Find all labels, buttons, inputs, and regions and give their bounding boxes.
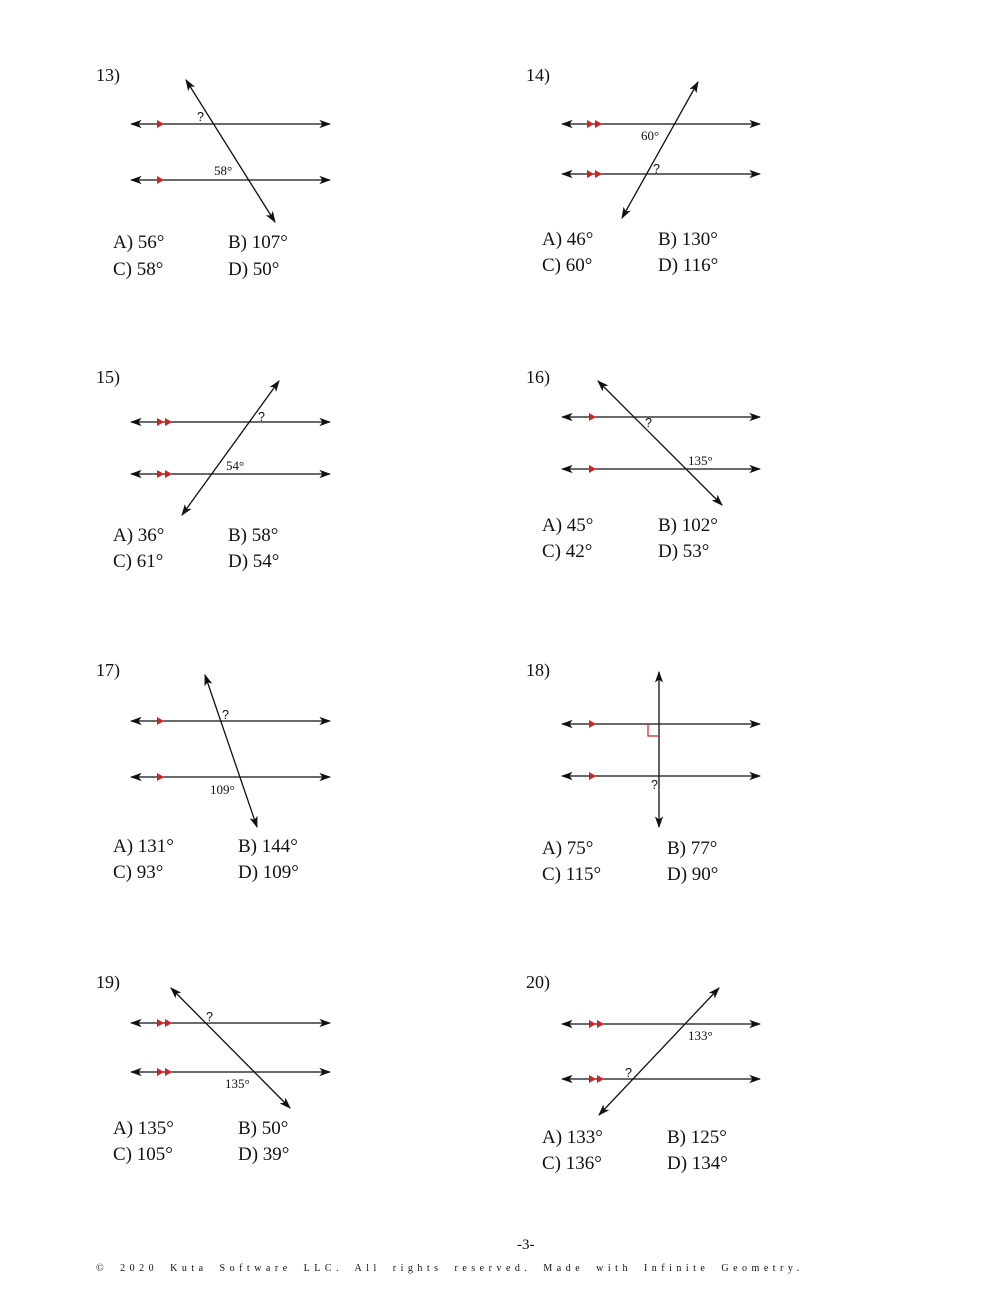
given-angle-label: 109° bbox=[210, 782, 235, 797]
parallel-marker-icon bbox=[587, 120, 594, 128]
parallel-marker-icon bbox=[165, 1068, 172, 1076]
parallel-marker-icon bbox=[597, 1075, 604, 1083]
answer-choice-c: C) 58° bbox=[113, 259, 164, 280]
answer-choice-a: A) 135° bbox=[113, 1118, 174, 1139]
answer-choice-d: D) 109° bbox=[238, 862, 299, 883]
transversal-line bbox=[170, 987, 291, 1109]
problem-number: 14) bbox=[526, 65, 550, 85]
problem-number: 20) bbox=[526, 972, 550, 992]
answer-choice-d: D) 39° bbox=[238, 1144, 290, 1165]
given-angle-label: 58° bbox=[214, 163, 233, 178]
parallel-marker-icon bbox=[157, 1068, 164, 1076]
problem-number: 16) bbox=[526, 367, 550, 387]
page-number: -3- bbox=[517, 1237, 535, 1253]
copyright-footer: © 2020 Kuta Software LLC. All rights res… bbox=[96, 1263, 804, 1274]
given-angle-label: 135° bbox=[225, 1076, 250, 1091]
answer-choice-b: B) 144° bbox=[238, 836, 298, 857]
parallel-marker-icon bbox=[595, 120, 602, 128]
given-angle-label: 54° bbox=[226, 458, 245, 473]
answer-choice-d: D) 116° bbox=[658, 255, 719, 276]
unknown-angle-label: ? bbox=[645, 416, 652, 430]
answer-choice-a: A) 45° bbox=[542, 515, 594, 536]
answer-choice-c: C) 115° bbox=[542, 864, 602, 885]
problem-number: 13) bbox=[96, 65, 120, 85]
transversal-line bbox=[185, 79, 276, 223]
answer-choice-d: D) 134° bbox=[667, 1153, 728, 1174]
parallel-marker-icon bbox=[589, 1020, 596, 1028]
answer-choice-c: C) 61° bbox=[113, 551, 164, 572]
unknown-angle-label: ? bbox=[653, 162, 660, 176]
answer-choice-d: D) 54° bbox=[228, 551, 280, 572]
transversal-line bbox=[597, 380, 723, 506]
answer-choice-b: B) 130° bbox=[658, 229, 718, 250]
answer-choice-b: B) 102° bbox=[658, 515, 718, 536]
answer-choice-c: C) 42° bbox=[542, 541, 593, 562]
parallel-marker-icon bbox=[595, 170, 602, 178]
answer-choice-a: A) 75° bbox=[542, 838, 594, 859]
parallel-marker-icon bbox=[597, 1020, 604, 1028]
parallel-marker-icon bbox=[157, 1019, 164, 1027]
unknown-angle-label: ? bbox=[222, 708, 229, 722]
answer-choice-b: B) 58° bbox=[228, 525, 279, 546]
unknown-angle-label: ? bbox=[206, 1010, 213, 1024]
answer-choice-b: B) 107° bbox=[228, 232, 288, 253]
unknown-angle-label: ? bbox=[651, 778, 658, 792]
parallel-marker-icon bbox=[157, 120, 164, 128]
answer-choice-d: D) 90° bbox=[667, 864, 719, 885]
parallel-marker-icon bbox=[157, 176, 164, 184]
parallel-marker-icon bbox=[589, 720, 596, 728]
problem-number: 17) bbox=[96, 660, 120, 680]
answer-choice-c: C) 93° bbox=[113, 862, 164, 883]
transversal-line bbox=[181, 380, 280, 516]
answer-choice-a: A) 56° bbox=[113, 232, 165, 253]
answer-choice-b: B) 125° bbox=[667, 1127, 727, 1148]
answer-choice-b: B) 77° bbox=[667, 838, 718, 859]
given-angle-label: 135° bbox=[688, 453, 713, 468]
answer-choice-c: C) 60° bbox=[542, 255, 593, 276]
problem-number: 15) bbox=[96, 367, 120, 387]
answer-choice-a: A) 36° bbox=[113, 525, 165, 546]
answer-choice-a: A) 133° bbox=[542, 1127, 603, 1148]
parallel-marker-icon bbox=[165, 1019, 172, 1027]
parallel-marker-icon bbox=[157, 470, 164, 478]
answer-choice-d: D) 53° bbox=[658, 541, 710, 562]
parallel-marker-icon bbox=[587, 170, 594, 178]
given-angle-label: 133° bbox=[688, 1028, 713, 1043]
parallel-marker-icon bbox=[589, 413, 596, 421]
transversal-line bbox=[598, 987, 720, 1116]
answer-choice-c: C) 136° bbox=[542, 1153, 602, 1174]
given-angle-label: 60° bbox=[641, 128, 660, 143]
answer-choice-c: C) 105° bbox=[113, 1144, 173, 1165]
parallel-marker-icon bbox=[157, 418, 164, 426]
transversal-line bbox=[204, 673, 258, 829]
right-angle-mark bbox=[647, 724, 659, 737]
parallel-marker-icon bbox=[157, 773, 164, 781]
unknown-angle-label: ? bbox=[258, 410, 265, 424]
parallel-marker-icon bbox=[157, 717, 164, 725]
unknown-angle-label: ? bbox=[197, 110, 204, 124]
answer-choice-b: B) 50° bbox=[238, 1118, 289, 1139]
unknown-angle-label: ? bbox=[625, 1066, 632, 1080]
transversal-line bbox=[621, 80, 699, 220]
answer-choice-a: A) 46° bbox=[542, 229, 594, 250]
parallel-marker-icon bbox=[589, 1075, 596, 1083]
parallel-marker-icon bbox=[165, 418, 172, 426]
parallel-marker-icon bbox=[589, 465, 596, 473]
parallel-marker-icon bbox=[165, 470, 172, 478]
answer-choice-d: D) 50° bbox=[228, 259, 280, 280]
problem-number: 19) bbox=[96, 972, 120, 992]
parallel-marker-icon bbox=[589, 772, 596, 780]
answer-choice-a: A) 131° bbox=[113, 836, 174, 857]
problem-number: 18) bbox=[526, 660, 550, 680]
